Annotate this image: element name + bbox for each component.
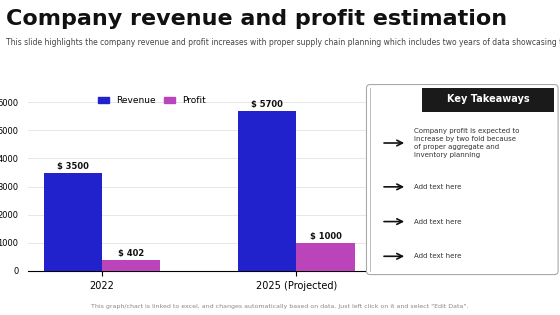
Text: Add text here: Add text here — [414, 219, 462, 225]
Text: Add text here: Add text here — [414, 184, 462, 190]
Bar — [296, 243, 354, 271]
Bar — [238, 111, 296, 271]
Text: $ 402: $ 402 — [118, 249, 144, 258]
Text: $ 3500: $ 3500 — [57, 162, 88, 171]
Text: $ 5700: $ 5700 — [251, 100, 283, 109]
Text: Company revenue and profit estimation: Company revenue and profit estimation — [6, 9, 507, 29]
Text: Add text here: Add text here — [414, 253, 462, 259]
Bar — [44, 173, 102, 271]
Text: $ 1000: $ 1000 — [310, 232, 342, 241]
Legend: Revenue, Profit: Revenue, Profit — [94, 93, 210, 109]
Text: Company profit is expected to
increase by two fold because
of proper aggregate a: Company profit is expected to increase b… — [414, 128, 520, 158]
Text: This graph/chart is linked to excel, and changes automatically based on data. Ju: This graph/chart is linked to excel, and… — [91, 304, 469, 309]
Text: Key Takeaways: Key Takeaways — [447, 94, 529, 104]
Text: This slide highlights the company revenue and profit increases with proper suppl: This slide highlights the company revenu… — [6, 38, 560, 47]
Bar — [102, 260, 160, 271]
FancyBboxPatch shape — [422, 86, 554, 112]
FancyBboxPatch shape — [366, 84, 558, 275]
